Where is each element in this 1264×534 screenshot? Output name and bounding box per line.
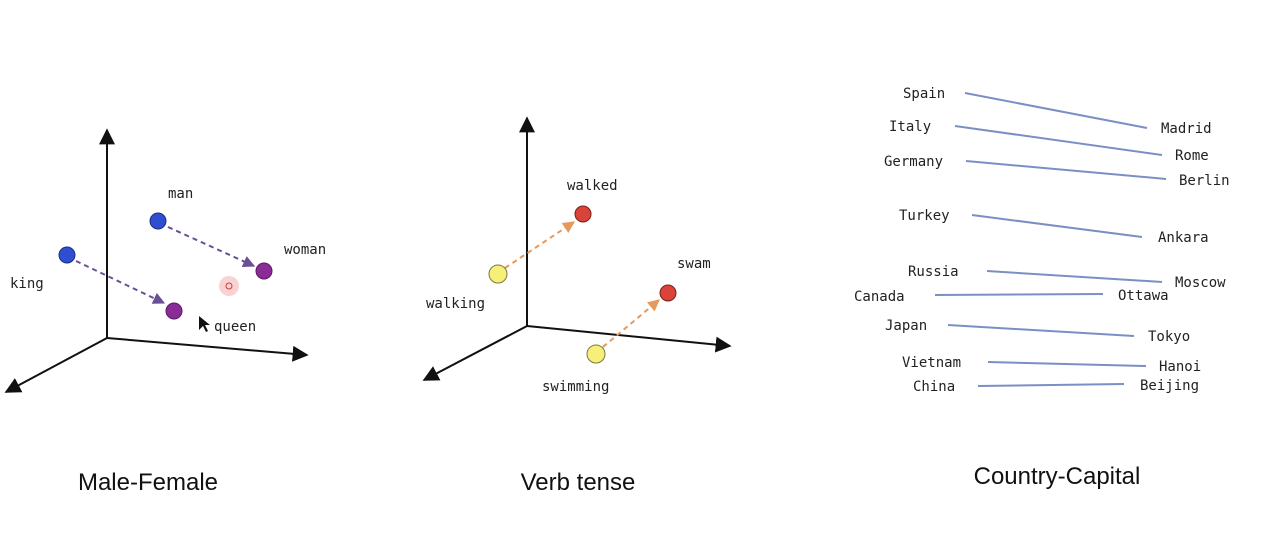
walked-point bbox=[574, 205, 592, 223]
label-capital-berlin: Berlin bbox=[1179, 173, 1230, 189]
x-axis bbox=[106, 337, 309, 362]
label-country-canada: Canada bbox=[854, 289, 905, 305]
label-country-spain: Spain bbox=[903, 86, 945, 102]
label-country-turkey: Turkey bbox=[899, 208, 950, 224]
mouse-cursor-icon bbox=[199, 316, 210, 332]
label-country-germany: Germany bbox=[884, 154, 943, 170]
cursor-highlight bbox=[219, 276, 239, 296]
swimming-point bbox=[586, 344, 606, 364]
queen-point bbox=[165, 302, 183, 320]
label-capital-madrid: Madrid bbox=[1161, 121, 1212, 137]
label-capital-tokyo: Tokyo bbox=[1148, 329, 1190, 345]
walking-point bbox=[488, 264, 508, 284]
caption-male-female: Male-Female bbox=[78, 469, 218, 496]
label-country-japan: Japan bbox=[885, 318, 927, 334]
pair-line-vietnam-hanoi bbox=[987, 361, 1147, 367]
woman-point bbox=[255, 262, 273, 280]
label-capital-hanoi: Hanoi bbox=[1159, 359, 1201, 375]
pair-line-china-beijing bbox=[977, 383, 1125, 387]
label-capital-moscow: Moscow bbox=[1175, 275, 1226, 291]
swimming-swam-arrow bbox=[602, 299, 660, 348]
z-axis bbox=[422, 325, 528, 381]
pair-line-turkey-ankara bbox=[971, 214, 1143, 238]
king-queen-arrow bbox=[75, 260, 166, 304]
x-axis bbox=[526, 325, 732, 353]
caption-verb-tense: Verb tense bbox=[521, 469, 636, 496]
king-point bbox=[58, 246, 76, 264]
pair-line-spain-madrid bbox=[964, 92, 1148, 129]
label-man: man bbox=[168, 186, 193, 202]
swam-point bbox=[659, 284, 677, 302]
pair-line-canada-ottawa bbox=[934, 293, 1104, 296]
verb-tense-panel: walked swam walking swimming Verb tense bbox=[422, 116, 732, 496]
pair-line-italy-rome bbox=[954, 125, 1163, 156]
man-woman-arrow bbox=[167, 226, 256, 268]
label-capital-beijing: Beijing bbox=[1140, 378, 1199, 394]
cursor-highlight-dot bbox=[225, 282, 233, 290]
z-axis bbox=[4, 337, 108, 393]
label-capital-rome: Rome bbox=[1175, 148, 1209, 164]
label-capital-ankara: Ankara bbox=[1158, 230, 1209, 246]
pair-line-japan-tokyo bbox=[947, 324, 1135, 337]
walking-walked-arrow bbox=[504, 221, 575, 269]
label-swam: swam bbox=[677, 256, 711, 272]
label-country-russia: Russia bbox=[908, 264, 959, 280]
pair-line-germany-berlin bbox=[965, 160, 1167, 180]
caption-country-capital: Country-Capital bbox=[974, 463, 1141, 490]
male-female-axes bbox=[4, 128, 309, 393]
label-walked: walked bbox=[567, 178, 618, 194]
label-country-vietnam: Vietnam bbox=[902, 355, 961, 371]
man-point bbox=[149, 212, 167, 230]
label-capital-ottawa: Ottawa bbox=[1118, 288, 1169, 304]
label-swimming: swimming bbox=[542, 379, 609, 395]
label-queen: queen bbox=[214, 319, 256, 335]
label-country-china: China bbox=[913, 379, 955, 395]
label-woman: woman bbox=[284, 242, 326, 258]
label-walking: walking bbox=[426, 296, 485, 312]
label-king: king bbox=[10, 276, 44, 292]
male-female-panel: man woman king queen Male-Female bbox=[4, 128, 326, 496]
country-capital-panel: Spain Italy Germany Turkey Russia Canada… bbox=[854, 86, 1230, 490]
pair-line-russia-moscow bbox=[986, 270, 1163, 283]
verb-tense-axes bbox=[422, 116, 732, 381]
label-country-italy: Italy bbox=[889, 119, 931, 135]
